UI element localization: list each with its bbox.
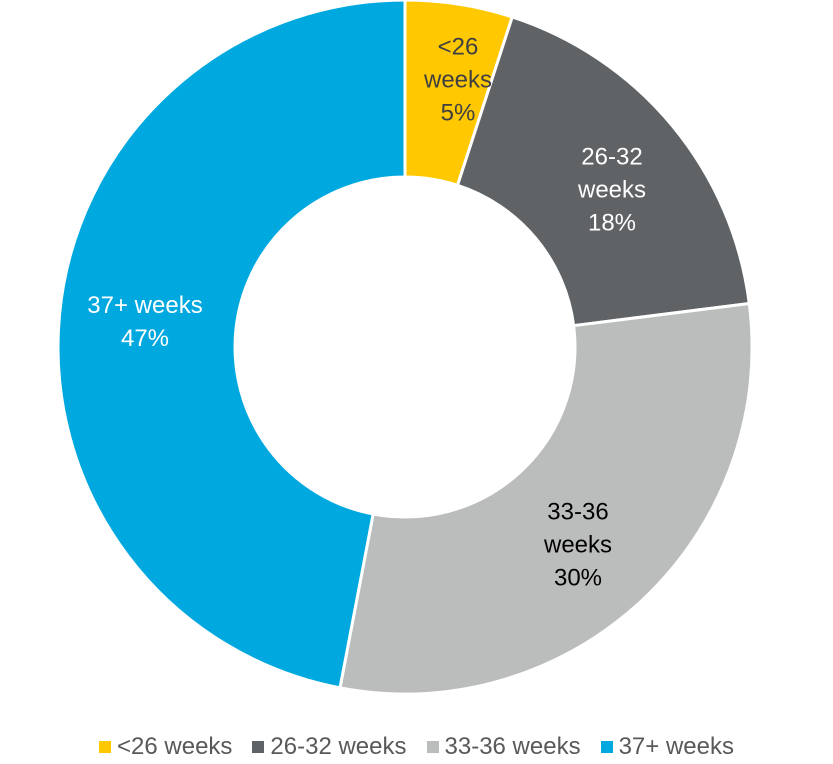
- donut-slice: [455, 15, 751, 328]
- donut-slice: [338, 301, 754, 696]
- label-category: <26 weeks: [423, 33, 493, 94]
- data-label: 37+ weeks 47%: [45, 289, 245, 355]
- label-category: 37+ weeks: [87, 292, 203, 319]
- legend-item: <26 weeks: [99, 733, 232, 761]
- label-category: 26-32 weeks: [577, 143, 647, 204]
- label-value: 47%: [120, 325, 170, 352]
- legend-label: <26 weeks: [117, 733, 233, 760]
- legend-swatch: [252, 741, 265, 753]
- legend-item: 33-36 weeks: [426, 733, 581, 761]
- legend-swatch: [426, 741, 439, 753]
- donut-slice: [56, 0, 407, 690]
- legend-label: 33-36 weeks: [444, 733, 581, 760]
- data-label: 33-36 weeks 30%: [533, 496, 623, 595]
- label-value: 30%: [553, 564, 603, 592]
- legend-item: 26-32 weeks: [252, 733, 407, 761]
- legend-swatch: [600, 741, 613, 753]
- legend: <26 weeks 26-32 weeks 33-36 weeks 37+ weeks: [0, 730, 833, 764]
- legend-item: 37+ weeks: [600, 733, 734, 761]
- legend-label: 37+ weeks: [618, 733, 734, 760]
- legend-swatch: [99, 741, 112, 753]
- donut-plot: [56, 0, 754, 696]
- label-value: 5%: [440, 99, 476, 127]
- label-value: 18%: [587, 209, 637, 237]
- data-label: 26-32 weeks 18%: [567, 141, 657, 240]
- data-label: <26 weeks 5%: [423, 31, 493, 130]
- label-category: 33-36 weeks: [543, 498, 613, 559]
- legend-label: 26-32 weeks: [270, 733, 407, 760]
